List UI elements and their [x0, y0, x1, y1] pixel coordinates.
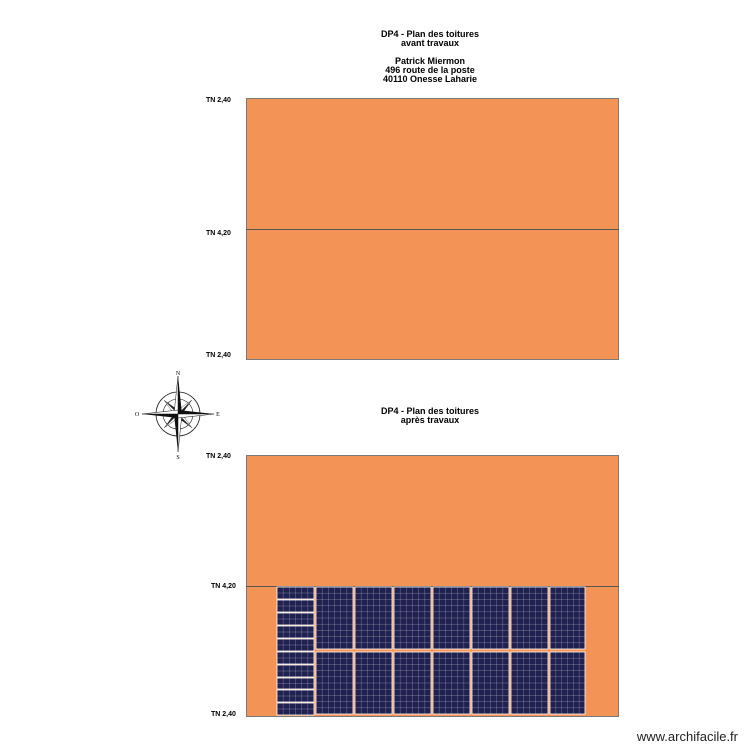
solar-panel [393, 586, 432, 650]
level-label-mid-before: TN 4,20 [206, 230, 231, 237]
ridge-line-after [246, 586, 619, 587]
level-label-top-before: TN 2,40 [206, 97, 231, 104]
owner-address: 496 route de la poste [385, 65, 475, 75]
compass-east-label: E [216, 412, 220, 418]
compass-rose: N S E O [135, 371, 220, 460]
owner-name: Patrick Miermon [394, 56, 466, 66]
solar-panel [276, 702, 315, 716]
solar-panel [315, 651, 354, 715]
solar-panel [549, 651, 586, 715]
ridge-line-before [246, 229, 619, 230]
solar-panel [315, 586, 354, 650]
compass-cardinal-points [141, 375, 215, 453]
solar-panel [354, 651, 393, 715]
solar-panel [471, 586, 510, 650]
solar-panel [276, 612, 315, 626]
compass-south-label: S [176, 455, 179, 460]
level-label-bottom-before: TN 2,40 [206, 352, 231, 359]
plan-before-title: DP4 - Plan des toitures avant travaux Pa… [330, 30, 530, 84]
solar-panel [510, 586, 549, 650]
title-line: avant travaux [400, 38, 460, 48]
solar-panel [393, 651, 432, 715]
solar-panel [276, 651, 315, 665]
solar-panel [276, 599, 315, 613]
watermark: www.archifacile.fr [636, 729, 738, 744]
solar-panel [276, 689, 315, 703]
solar-panel [549, 586, 586, 650]
level-label-mid-after: TN 4,20 [211, 583, 236, 590]
compass-west-label: O [135, 412, 140, 418]
plan-after-title: DP4 - Plan des toitures après travaux [330, 407, 530, 425]
solar-panel [276, 625, 315, 639]
solar-panel [471, 651, 510, 715]
solar-panel [432, 586, 471, 650]
owner-city: 40110 Onesse Laharie [382, 74, 478, 84]
title-line: après travaux [400, 415, 460, 425]
solar-panel [276, 638, 315, 652]
solar-panel [354, 586, 393, 650]
solar-panel [276, 664, 315, 678]
solar-panel [432, 651, 471, 715]
compass-north-label: N [176, 371, 181, 377]
level-label-bottom-after: TN 2,40 [211, 711, 236, 718]
solar-panel [276, 586, 315, 600]
solar-panel [276, 677, 315, 690]
solar-panel [510, 651, 549, 715]
level-label-top-after: TN 2,40 [206, 453, 231, 460]
title-line: DP4 - Plan des toitures [380, 406, 480, 416]
title-line: DP4 - Plan des toitures [380, 29, 480, 39]
